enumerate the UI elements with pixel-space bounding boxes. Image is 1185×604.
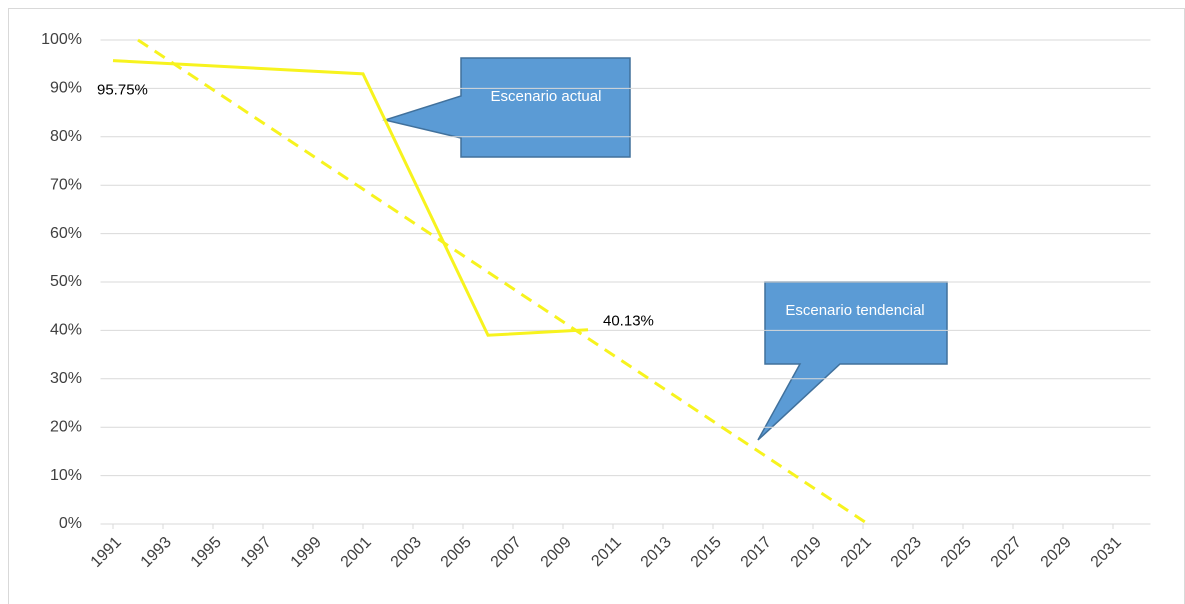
y-tick-label: 0% [59,515,82,532]
y-tick-label: 80% [50,128,82,145]
y-tick-label: 60% [50,225,82,242]
callout-label: Escenario actual [490,88,602,105]
x-tick-label: 2025 [938,534,975,571]
x-tick-label: 2011 [588,534,624,570]
x-tick-label: 2005 [438,534,475,571]
x-tick-label: 1995 [188,534,225,571]
x-tick-label: 2027 [988,534,1025,571]
y-tick-label: 100% [41,31,82,48]
plot: 95.75% 40.13% [97,38,869,526]
x-tick-label: 2001 [338,534,375,571]
x-tick-label: 1997 [238,534,275,571]
x-tick-label: 2017 [738,534,775,571]
line-series [112,59,589,337]
x-tick-label: 2013 [638,534,675,571]
y-tick-label: 10% [50,467,82,484]
x-tick-label: 1991 [88,534,125,571]
x-tick-label: 2015 [688,534,725,571]
x-tick-label: 1999 [288,534,325,571]
x-tick-label: 2003 [388,534,425,571]
x-tick-label: 2023 [888,534,925,571]
data-label: 95.75% [97,82,148,99]
x-tick-label: 2009 [538,534,575,571]
x-tick-label: 1993 [138,534,175,571]
y-tick-label: 70% [50,176,82,193]
y-tick-label: 90% [50,80,82,97]
x-tick-label: 2007 [488,534,525,571]
data-label: 40.13% [603,313,654,330]
y-tick-label: 40% [50,322,82,339]
line-series [137,38,869,526]
callout-tendencial [757,281,948,441]
x-tick-label: 2029 [1038,534,1075,571]
x-tick-label: 2031 [1088,534,1125,571]
y-tick-label: 20% [50,418,82,435]
y-tick-label: 30% [50,370,82,387]
x-tick-label: 2021 [838,534,875,571]
callout-actual [382,57,631,158]
callout-label: Escenario tendencial [785,302,925,319]
y-tick-label: 50% [50,273,82,290]
x-tick-label: 2019 [788,534,825,571]
